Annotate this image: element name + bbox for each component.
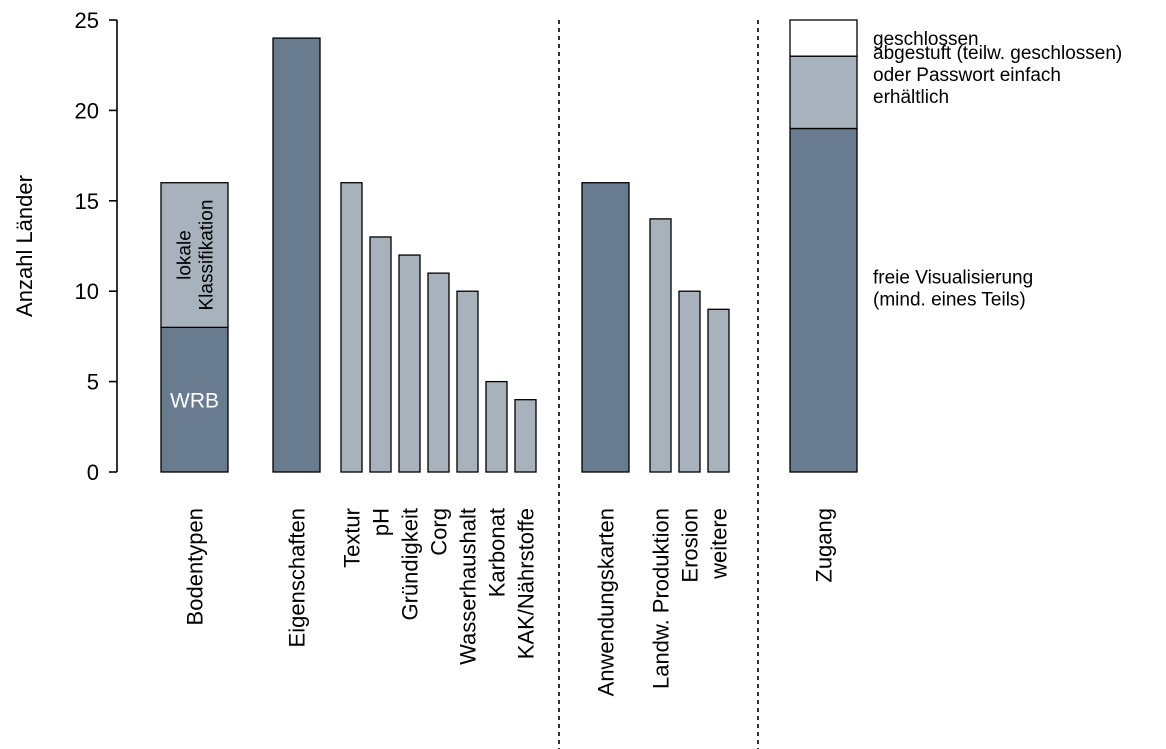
annotation-line: freie Visualisierung: [873, 268, 1033, 289]
x-category-label: Karbonat: [485, 508, 510, 597]
x-category-label: weitere: [707, 508, 732, 580]
bar-wasserhaushalt-segment-0: [456, 290, 479, 473]
x-category-label: pH: [369, 508, 394, 536]
bar-textur-segment-0: [340, 182, 363, 473]
y-tick-label: 10: [75, 279, 99, 304]
x-category-label: Textur: [340, 508, 365, 568]
y-tick-label: 20: [75, 98, 99, 123]
segment-label: WRB: [170, 390, 219, 413]
bar-weitere-segment-0: [707, 308, 730, 473]
bar-bodentypen-segment-0: [160, 326, 229, 473]
bar-eigenschaften-segment-0: [272, 37, 321, 473]
bar-anwendungskarten-segment-0: [581, 182, 630, 473]
bar-zugang-segment-0: [789, 127, 858, 473]
x-category-label: Corg: [427, 508, 452, 556]
x-category-label: KAK/Nährstoffe: [514, 508, 539, 659]
annotation-line: erhältlich: [873, 87, 949, 108]
bar-kak-n-hrstoffe-segment-0: [514, 399, 537, 473]
bar-zugang-segment-1: [789, 55, 858, 130]
y-tick-label: 15: [75, 189, 99, 214]
annotation-line: abgestuft (teilw. geschlossen): [873, 43, 1122, 64]
bar-karbonat-segment-0: [485, 380, 508, 473]
x-category-label: Bodentypen: [183, 508, 208, 625]
bar-erosion-segment-0: [678, 290, 701, 473]
bar-bodentypen-segment-1: [160, 182, 229, 329]
bar-zugang-segment-2: [789, 19, 858, 57]
group-separators: [558, 20, 759, 749]
x-category-label: Erosion: [678, 508, 703, 583]
bar-ph-segment-0: [369, 236, 392, 473]
x-category-label: Landw. Produktion: [649, 508, 674, 689]
y-axis: 0 5 10 15 20 25: [75, 8, 118, 485]
annotation-line: oder Passwort einfach: [873, 65, 1061, 86]
y-tick-label: 5: [87, 370, 99, 395]
bar-corg-segment-0: [427, 272, 450, 473]
x-category-label: Zugang: [812, 508, 837, 583]
bar-gr-ndigkeit-segment-0: [398, 254, 421, 473]
segment-labels: WRB lokale Klassifikation: [170, 200, 219, 413]
x-category-label: Gründigkeit: [398, 508, 423, 621]
y-axis-label: Anzahl Länder: [12, 175, 37, 317]
annotation-line: (mind. eines Teils): [873, 290, 1026, 311]
bars: [160, 19, 858, 473]
segment-label-line: lokale: [175, 230, 196, 280]
x-category-label: Anwendungskarten: [594, 508, 619, 696]
y-tick-label: 25: [75, 8, 99, 33]
category-labels: Bodentypen Eigenschaften Textur pH Gründigke…: [183, 508, 837, 696]
annotation-line: geschlossen: [873, 29, 979, 50]
segment-label-line: Klassifikation: [197, 200, 218, 311]
x-category-label: Wasserhaushalt: [456, 508, 481, 665]
x-category-label: Eigenschaften: [285, 508, 310, 647]
bar-landw-produktion-segment-0: [649, 218, 672, 473]
y-tick-label: 0: [87, 460, 99, 485]
